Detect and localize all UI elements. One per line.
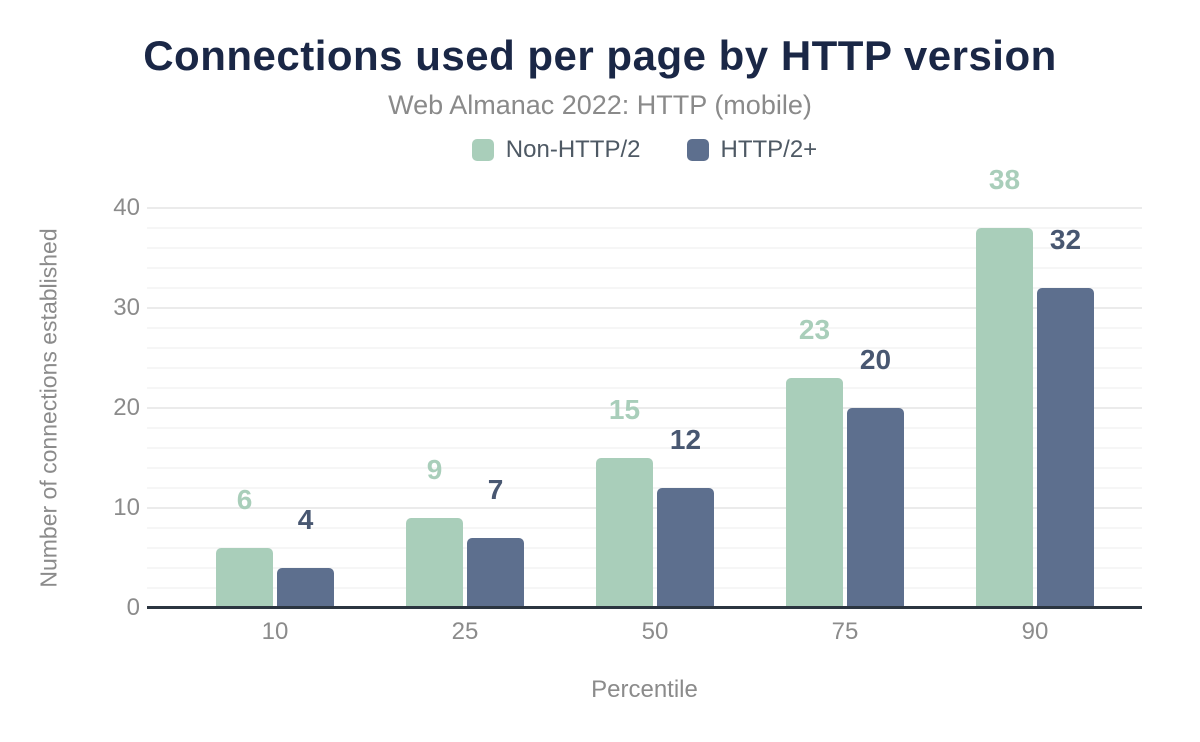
bar-value-http-2-p50: 12 bbox=[669, 424, 702, 455]
bar-group-p90: 38 32 bbox=[940, 166, 1130, 608]
major-gridline-30 bbox=[147, 307, 1142, 309]
bar-non-http-2-p50[interactable] bbox=[596, 458, 653, 608]
bar-value-http-2-p25: 7 bbox=[487, 474, 504, 505]
minor-gridline-26 bbox=[147, 347, 1142, 349]
bar-value-http-2-p90: 32 bbox=[1049, 224, 1082, 255]
bar-non-http-2-p25[interactable] bbox=[406, 518, 463, 608]
legend-item-non-http-2[interactable]: Non-HTTP/2 bbox=[471, 136, 641, 164]
bar-value-non-http-2-p75: 23 bbox=[798, 314, 831, 345]
bar-http-2-p75[interactable] bbox=[847, 408, 904, 608]
x-axis-ticks: 10 25 50 75 90 bbox=[180, 618, 1130, 650]
bar-value-http-2-p10: 4 bbox=[297, 504, 314, 535]
minor-gridline-24 bbox=[147, 367, 1142, 369]
x-tick-10: 10 bbox=[261, 618, 289, 645]
bar-http-2-p90[interactable] bbox=[1037, 288, 1094, 608]
bar-group-p50: 15 12 bbox=[560, 208, 750, 608]
bar-http-2-p10[interactable] bbox=[277, 568, 334, 608]
x-tick-90: 90 bbox=[1021, 618, 1049, 645]
y-tick-0: 0 bbox=[126, 594, 140, 621]
bar-non-http-2-p90[interactable] bbox=[976, 228, 1033, 608]
y-tick-10: 10 bbox=[113, 494, 140, 521]
bar-value-non-http-2-p90: 38 bbox=[988, 164, 1021, 195]
legend-label: Non-HTTP/2 bbox=[505, 136, 641, 163]
x-axis-line bbox=[147, 606, 1142, 609]
minor-gridline-38 bbox=[147, 227, 1142, 229]
y-tick-30: 30 bbox=[113, 294, 140, 321]
legend-swatch-non-http-2 bbox=[471, 139, 494, 161]
major-gridline-40 bbox=[147, 207, 1142, 209]
minor-gridline-18 bbox=[147, 427, 1142, 429]
major-gridline-20 bbox=[147, 407, 1142, 409]
y-tick-40: 40 bbox=[113, 194, 140, 221]
bar-non-http-2-p10[interactable] bbox=[216, 548, 273, 608]
minor-gridline-22 bbox=[147, 387, 1142, 389]
x-tick-25: 25 bbox=[451, 618, 479, 645]
y-tick-20: 20 bbox=[113, 394, 140, 421]
legend-item-http-2[interactable]: HTTP/2+ bbox=[686, 136, 818, 164]
x-axis-title: Percentile bbox=[591, 676, 698, 703]
plot-area: 6 4 9 7 15 12 23 20 38 32 bbox=[147, 166, 1142, 609]
bar-group-p75: 23 20 bbox=[750, 208, 940, 608]
chart-title: Connections used per page by HTTP versio… bbox=[143, 32, 1057, 79]
y-axis-ticks: 0 10 20 30 40 bbox=[40, 194, 140, 621]
x-tick-75: 75 bbox=[831, 618, 859, 645]
minor-gridline-34 bbox=[147, 267, 1142, 269]
bar-value-http-2-p75: 20 bbox=[859, 344, 892, 375]
x-tick-50: 50 bbox=[641, 618, 669, 645]
bar-http-2-p25[interactable] bbox=[467, 538, 524, 608]
legend: Non-HTTP/2 HTTP/2+ bbox=[147, 136, 1142, 164]
minor-gridline-16 bbox=[147, 447, 1142, 449]
bar-http-2-p50[interactable] bbox=[657, 488, 714, 608]
minor-gridline-36 bbox=[147, 247, 1142, 249]
minor-gridline-28 bbox=[147, 327, 1142, 329]
chart-subtitle: Web Almanac 2022: HTTP (mobile) bbox=[388, 90, 812, 120]
bar-value-non-http-2-p50: 15 bbox=[608, 394, 641, 425]
bar-non-http-2-p75[interactable] bbox=[786, 378, 843, 608]
bar-value-non-http-2-p25: 9 bbox=[426, 454, 443, 485]
legend-label: HTTP/2+ bbox=[720, 136, 818, 163]
minor-gridline-32 bbox=[147, 287, 1142, 289]
legend-swatch-http-2 bbox=[686, 139, 709, 161]
bar-value-non-http-2-p10: 6 bbox=[236, 484, 253, 515]
bar-groups: 6 4 9 7 15 12 23 20 38 32 bbox=[180, 166, 1130, 608]
